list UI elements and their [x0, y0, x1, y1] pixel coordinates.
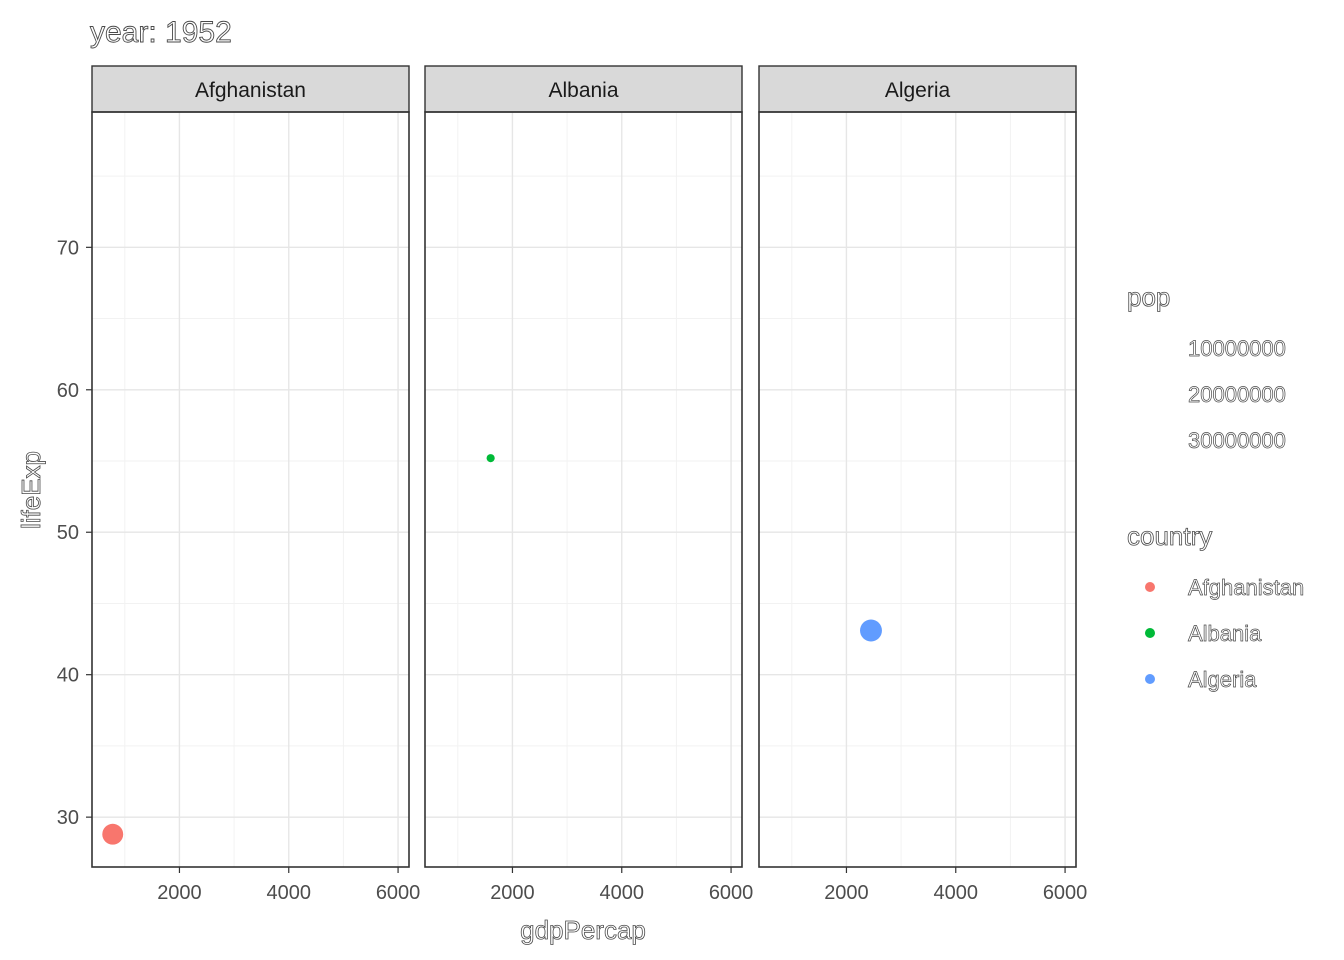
data-point-afghanistan [102, 823, 124, 845]
color-legend-label: Afghanistan [1188, 575, 1304, 600]
x-tick-label: 2000 [490, 882, 535, 904]
panel-background [92, 112, 409, 867]
facet-panels: Afghanistan 2000 4000 6000 Albania 2000 4000 60… [57, 65, 1088, 904]
y-tick-label: 30 [57, 807, 79, 829]
facet-panel-algeria: Algeria 2000 4000 6000 [758, 65, 1088, 904]
x-tick-label: 4000 [600, 882, 645, 904]
facet-strip-label: Albania [548, 79, 618, 102]
y-tick-label: 40 [57, 665, 79, 687]
y-tick-label: 50 [57, 522, 79, 544]
color-legend-key [1145, 582, 1155, 592]
color-legend-label: Algeria [1188, 667, 1257, 692]
panel-border [424, 111, 743, 868]
y-tick-label: 70 [57, 237, 79, 259]
panel-border [758, 111, 1077, 868]
legend-area: pop country 10000000 20000000 30000000 Afgh… [1127, 282, 1305, 693]
data-point-albania [486, 454, 495, 463]
size-legend-label: 30000000 [1188, 428, 1286, 453]
color-legend-title: country [1127, 521, 1212, 551]
y-axis-title: lifeExp [16, 451, 46, 529]
x-tick-label: 6000 [376, 882, 421, 904]
x-axis-title: gdpPercap [520, 915, 646, 945]
facet-panel-afghanistan: Afghanistan 2000 4000 6000 [91, 65, 421, 904]
data-point-algeria [860, 619, 882, 642]
panel-border [91, 111, 410, 868]
x-tick-label: 2000 [157, 882, 202, 904]
size-legend-title: pop [1127, 282, 1170, 312]
color-legend-key [1145, 628, 1155, 638]
x-tick-label: 2000 [824, 882, 869, 904]
panel-background [425, 112, 742, 867]
facet-panel-albania: Albania 2000 4000 6000 [424, 65, 754, 904]
y-tick-label: 60 [57, 380, 79, 402]
color-legend-key [1145, 674, 1155, 684]
x-tick-label: 6000 [1043, 882, 1088, 904]
chart-title: year: 1952 [90, 16, 232, 49]
y-axis: 30 40 50 60 70 [57, 237, 92, 829]
facet-strip-label: Algeria [885, 79, 951, 102]
size-legend-label: 10000000 [1188, 336, 1286, 361]
color-legend-label: Albania [1188, 621, 1262, 646]
panel-background [759, 112, 1076, 867]
facet-strip-label: Afghanistan [195, 79, 306, 102]
size-legend-label: 20000000 [1188, 382, 1286, 407]
facet-strip [758, 65, 1077, 113]
x-tick-label: 4000 [267, 882, 312, 904]
x-tick-label: 6000 [709, 882, 754, 904]
x-tick-label: 4000 [934, 882, 979, 904]
